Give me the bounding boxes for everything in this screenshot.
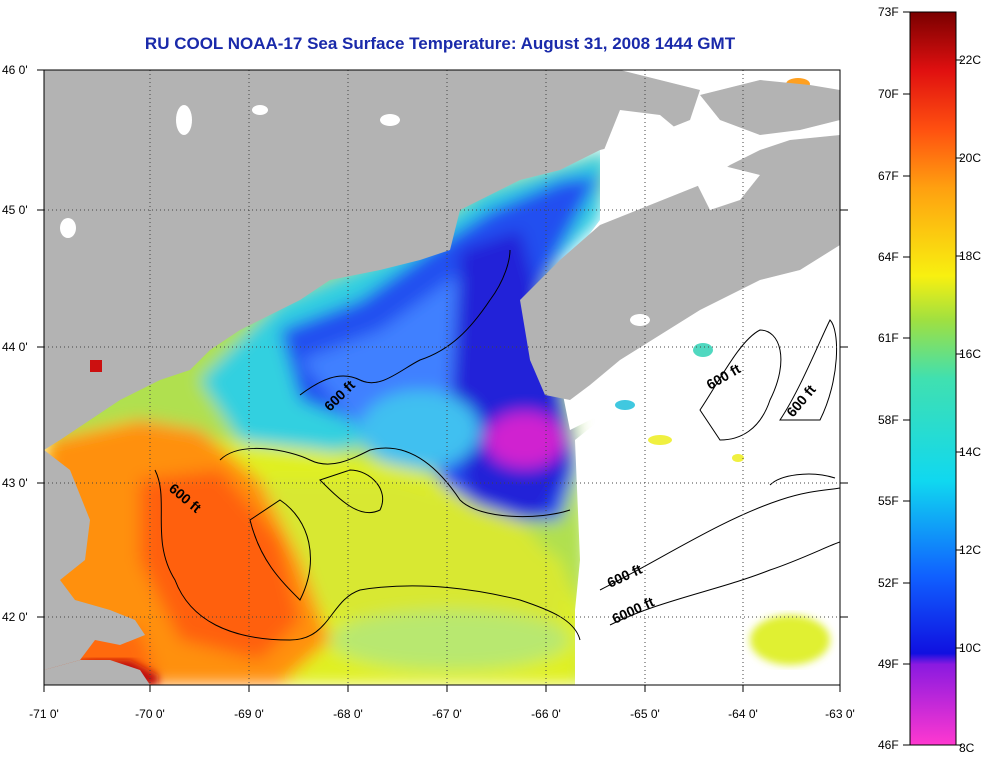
colorbar-gradient [909,11,957,746]
lat-label: 45 0' [2,203,28,217]
lon-label: -66 0' [531,707,561,721]
colorbar: 73F 70F 67F 64F 61F 58F 55F 52F 49F 46F … [878,5,981,755]
lon-label: -65 0' [630,707,660,721]
lon-label: -63 0' [825,707,855,721]
colorbar-c-label: 18C [959,249,981,263]
lat-label: 44 0' [2,340,28,354]
contour-600ft-east [599,487,840,591]
lat-label: 46 0' [2,63,28,77]
lat-label: 42 0' [2,610,28,624]
colorbar-c-label: 14C [959,445,981,459]
colorbar-f-label: 61F [878,331,899,345]
lon-label: -64 0' [728,707,758,721]
colorbar-c-label: 16C [959,347,981,361]
colorbar-c-label: 8C [959,741,975,755]
map-plot [44,70,840,685]
colorbar-f-label: 58F [878,413,899,427]
map-title: RU COOL NOAA-17 Sea Surface Temperature:… [144,34,736,53]
lon-label: -68 0' [333,707,363,721]
lake-sst-spot [90,360,102,372]
colorbar-c-label: 10C [959,641,981,655]
colorbar-f-label: 49F [878,657,899,671]
lon-label: -70 0' [135,707,165,721]
contour-600ft-gulf [219,447,571,517]
lat-label: 43 0' [2,476,28,490]
colorbar-f-label: 67F [878,169,899,183]
colorbar-c-label: 12C [959,543,981,557]
colorbar-f-label: 64F [878,250,899,264]
colorbar-f-label: 70F [878,87,899,101]
colorbar-f-label: 73F [878,5,899,19]
land [44,70,840,685]
graticule [44,70,840,685]
contour-6000ft [609,541,840,626]
colorbar-f-label: 52F [878,576,899,590]
land-no-data [60,105,760,326]
colorbar-c-label: 22C [959,53,981,67]
colorbar-f-label: 55F [878,494,899,508]
plot-frame [43,69,841,686]
axis-ticks [37,69,848,692]
lon-label: -71 0' [29,707,59,721]
contour-600ft-west [154,469,581,641]
colorbar-c-label: 20C [959,151,981,165]
colorbar-f-label: 46F [878,738,899,752]
lon-label: -67 0' [432,707,462,721]
bathymetry-contours [154,249,840,641]
lon-label: -69 0' [234,707,264,721]
